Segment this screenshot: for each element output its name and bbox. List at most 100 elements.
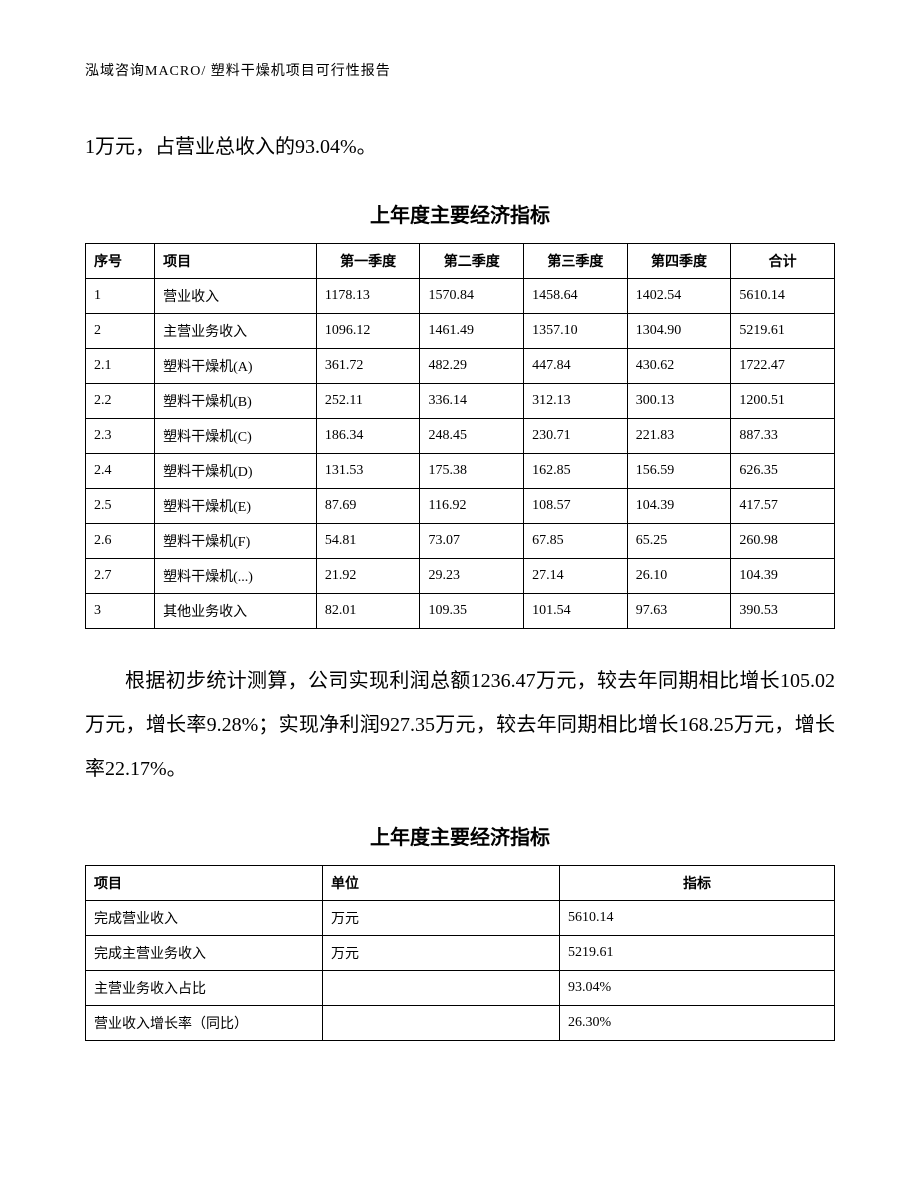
table1-col-1: 项目: [155, 244, 317, 279]
table-cell: 104.39: [731, 559, 835, 594]
table-cell: 26.10: [627, 559, 731, 594]
table-cell: 1096.12: [316, 314, 420, 349]
table-cell: 5610.14: [731, 279, 835, 314]
table1-body: 1营业收入1178.131570.841458.641402.545610.14…: [86, 279, 835, 629]
table-cell: 营业收入: [155, 279, 317, 314]
table2-col-1: 单位: [323, 866, 560, 901]
table1-header-row: 序号 项目 第一季度 第二季度 第三季度 第四季度 合计: [86, 244, 835, 279]
table-cell: 2.1: [86, 349, 155, 384]
table1-col-6: 合计: [731, 244, 835, 279]
table2-body: 完成营业收入万元5610.14完成主营业务收入万元5219.61主营业务收入占比…: [86, 901, 835, 1041]
table-cell: 186.34: [316, 419, 420, 454]
table-cell: 2.5: [86, 489, 155, 524]
table-cell: 626.35: [731, 454, 835, 489]
table-cell: 248.45: [420, 419, 524, 454]
table-cell: [323, 1006, 560, 1041]
table-cell: 2.6: [86, 524, 155, 559]
table-cell: 塑料干燥机(D): [155, 454, 317, 489]
table-cell: 塑料干燥机(F): [155, 524, 317, 559]
table-row: 2.6塑料干燥机(F)54.8173.0767.8565.25260.98: [86, 524, 835, 559]
table-cell: 2.2: [86, 384, 155, 419]
table-cell: 5219.61: [560, 936, 835, 971]
table-cell: 230.71: [524, 419, 628, 454]
table-cell: 131.53: [316, 454, 420, 489]
table-cell: 73.07: [420, 524, 524, 559]
table2-col-0: 项目: [86, 866, 323, 901]
table-cell: 82.01: [316, 594, 420, 629]
table-cell: 塑料干燥机(C): [155, 419, 317, 454]
table-row: 完成营业收入万元5610.14: [86, 901, 835, 936]
economic-indicators-table-1: 序号 项目 第一季度 第二季度 第三季度 第四季度 合计 1营业收入1178.1…: [85, 243, 835, 629]
table-cell: 万元: [323, 901, 560, 936]
paragraph-1: 1万元，占营业总收入的93.04%。: [85, 125, 835, 169]
table-cell: 430.62: [627, 349, 731, 384]
table-cell: 完成营业收入: [86, 901, 323, 936]
table-cell: 5219.61: [731, 314, 835, 349]
table-cell: 162.85: [524, 454, 628, 489]
table-cell: 67.85: [524, 524, 628, 559]
table-cell: 塑料干燥机(...): [155, 559, 317, 594]
table-cell: 1200.51: [731, 384, 835, 419]
table-row: 完成主营业务收入万元5219.61: [86, 936, 835, 971]
table-row: 2.7塑料干燥机(...)21.9229.2327.1426.10104.39: [86, 559, 835, 594]
table-cell: 361.72: [316, 349, 420, 384]
table2-title: 上年度主要经济指标: [85, 821, 835, 850]
table1-title: 上年度主要经济指标: [85, 199, 835, 228]
table-cell: 其他业务收入: [155, 594, 317, 629]
table-cell: 417.57: [731, 489, 835, 524]
table-cell: 87.69: [316, 489, 420, 524]
table-cell: 1178.13: [316, 279, 420, 314]
table-cell: 252.11: [316, 384, 420, 419]
table-cell: 主营业务收入占比: [86, 971, 323, 1006]
table-row: 2.5塑料干燥机(E)87.69116.92108.57104.39417.57: [86, 489, 835, 524]
table-cell: 156.59: [627, 454, 731, 489]
table-cell: 1402.54: [627, 279, 731, 314]
table2-header-row: 项目 单位 指标: [86, 866, 835, 901]
table1-col-5: 第四季度: [627, 244, 731, 279]
table-row: 营业收入增长率（同比）26.30%: [86, 1006, 835, 1041]
table-cell: 101.54: [524, 594, 628, 629]
table-cell: 万元: [323, 936, 560, 971]
table-cell: 336.14: [420, 384, 524, 419]
table-cell: 1722.47: [731, 349, 835, 384]
table-cell: 65.25: [627, 524, 731, 559]
table2-col-2: 指标: [560, 866, 835, 901]
table-cell: 2: [86, 314, 155, 349]
table-row: 2主营业务收入1096.121461.491357.101304.905219.…: [86, 314, 835, 349]
table-cell: 塑料干燥机(E): [155, 489, 317, 524]
table1-col-4: 第三季度: [524, 244, 628, 279]
table-cell: 塑料干燥机(A): [155, 349, 317, 384]
table-cell: 3: [86, 594, 155, 629]
table-row: 2.3塑料干燥机(C)186.34248.45230.71221.83887.3…: [86, 419, 835, 454]
paragraph-2: 根据初步统计测算，公司实现利润总额1236.47万元，较去年同期相比增长105.…: [85, 659, 835, 791]
table-cell: 26.30%: [560, 1006, 835, 1041]
table-cell: 1461.49: [420, 314, 524, 349]
table-cell: 93.04%: [560, 971, 835, 1006]
table-cell: 300.13: [627, 384, 731, 419]
table-cell: 390.53: [731, 594, 835, 629]
table-row: 2.1塑料干燥机(A)361.72482.29447.84430.621722.…: [86, 349, 835, 384]
table-cell: 主营业务收入: [155, 314, 317, 349]
table-cell: 27.14: [524, 559, 628, 594]
table-cell: 312.13: [524, 384, 628, 419]
table-cell: 21.92: [316, 559, 420, 594]
table-row: 1营业收入1178.131570.841458.641402.545610.14: [86, 279, 835, 314]
table-cell: 260.98: [731, 524, 835, 559]
table-cell: 2.7: [86, 559, 155, 594]
table-cell: 175.38: [420, 454, 524, 489]
table-cell: 447.84: [524, 349, 628, 384]
table-cell: 104.39: [627, 489, 731, 524]
table-cell: 5610.14: [560, 901, 835, 936]
table-cell: 1357.10: [524, 314, 628, 349]
document-page: 泓域咨询MACRO/ 塑料干燥机项目可行性报告 1万元，占营业总收入的93.04…: [0, 0, 920, 1191]
page-header: 泓域咨询MACRO/ 塑料干燥机项目可行性报告: [85, 60, 835, 80]
table-cell: 1458.64: [524, 279, 628, 314]
table-row: 3其他业务收入82.01109.35101.5497.63390.53: [86, 594, 835, 629]
table-cell: 482.29: [420, 349, 524, 384]
table-row: 主营业务收入占比 93.04%: [86, 971, 835, 1006]
table-cell: 1: [86, 279, 155, 314]
table-cell: 887.33: [731, 419, 835, 454]
table-cell: 完成主营业务收入: [86, 936, 323, 971]
table1-col-3: 第二季度: [420, 244, 524, 279]
table1-col-2: 第一季度: [316, 244, 420, 279]
